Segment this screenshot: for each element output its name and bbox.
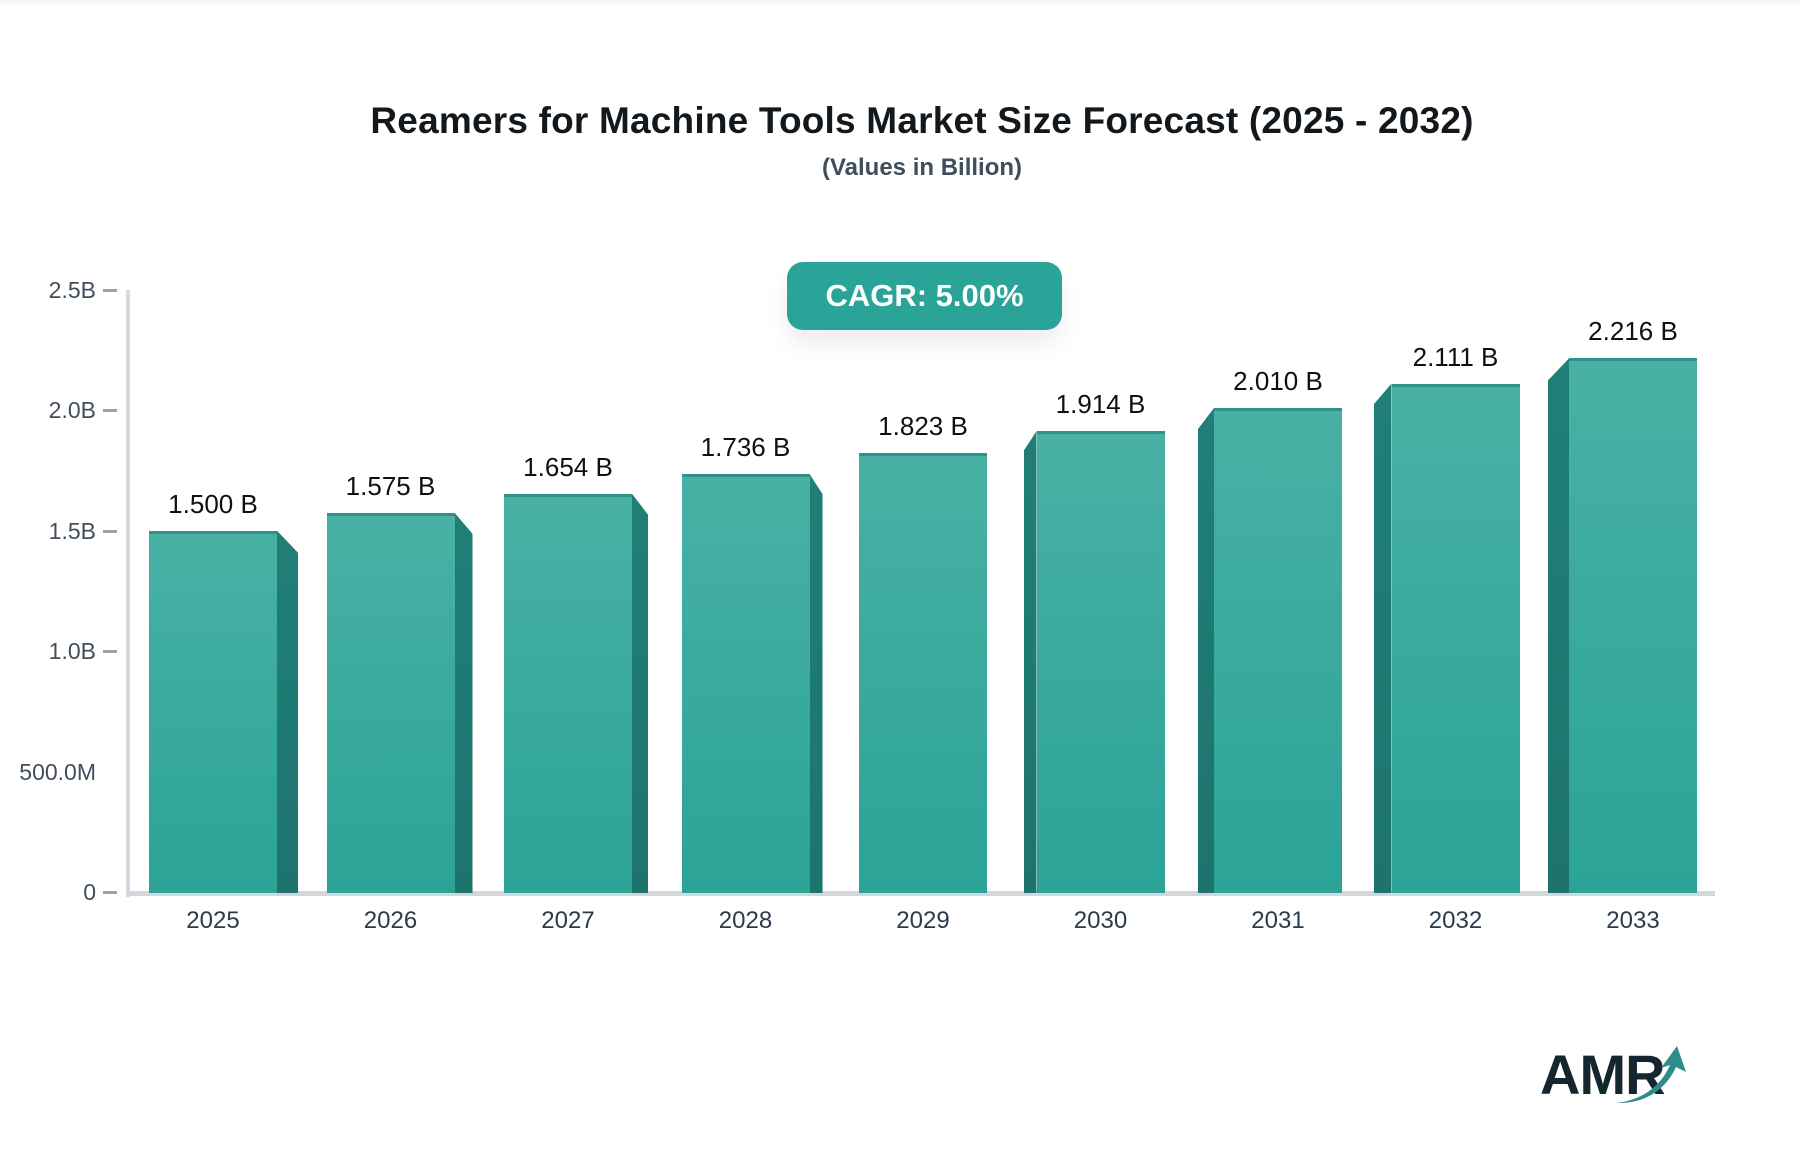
bar-chart-plot-area: 0 500.0M 1.0B 1.5B 2.0B 2.5B 1.500 B 2025 1.575 … [0, 4, 1800, 1156]
bar-2033 [1569, 358, 1697, 893]
bar-side-face [1198, 407, 1214, 893]
y-axis-tick-label: 500.0M [19, 758, 96, 785]
x-axis-label: 2030 [1073, 907, 1128, 934]
growth-arrow-icon [1616, 1046, 1686, 1104]
chart-subtitle: (Values in Billion) [821, 154, 1023, 181]
bar-value-label: 1.500 B [168, 488, 258, 519]
y-axis-tick-mark [103, 529, 117, 533]
x-axis-label: 2026 [363, 907, 418, 934]
bar-2031 [1214, 407, 1342, 893]
bar-2027 [504, 493, 632, 893]
bar-value-label: 1.654 B [523, 451, 613, 482]
x-axis-label: 2031 [1251, 907, 1305, 934]
x-axis-label: 2029 [896, 907, 950, 934]
bar-value-label: 2.010 B [1233, 365, 1323, 396]
y-axis-tick-mark [103, 891, 117, 894]
bar-2026 [326, 512, 455, 893]
bar-side-face [1373, 383, 1392, 893]
bar-2030 [1036, 431, 1165, 893]
bar-2032 [1391, 383, 1520, 893]
y-axis-tick-label: 0 [83, 879, 96, 905]
x-axis-label: 2027 [541, 907, 595, 934]
y-axis-tick-label: 2.5B [48, 277, 96, 303]
bar-value-label: 1.823 B [878, 411, 968, 442]
bar-value-label: 1.575 B [345, 470, 436, 501]
bar-value-label: 2.111 B [1412, 341, 1499, 372]
bar-value-label: 1.736 B [700, 431, 791, 462]
chart-title: Reamers for Machine Tools Market Size Fo… [370, 100, 1474, 141]
y-axis-tick-mark [103, 409, 117, 413]
bar-side-face [454, 512, 473, 893]
bar-value-label: 1.914 B [1055, 389, 1146, 420]
bar-2028 [681, 473, 810, 893]
x-axis-line [126, 891, 1715, 896]
y-axis-tick-mark [103, 289, 117, 292]
bar-2029 [859, 453, 987, 893]
y-axis-tick-label: 1.5B [48, 517, 96, 544]
amr-logo: AMR [1540, 1042, 1740, 1122]
bar-value-label: 2.216 B [1588, 316, 1678, 347]
bar-side-face [1023, 431, 1037, 893]
x-axis-label: 2032 [1428, 907, 1483, 934]
y-axis-line [126, 290, 130, 897]
x-axis-label: 2033 [1606, 907, 1660, 934]
bar-2025 [149, 530, 277, 893]
bar-side-face [277, 530, 298, 893]
y-axis-tick-mark [103, 650, 117, 654]
x-axis-label: 2028 [718, 907, 773, 934]
cagr-badge: CAGR: 5.00% [787, 262, 1062, 330]
bar-side-face [632, 493, 648, 893]
x-axis-label: 2025 [186, 907, 240, 934]
y-axis-tick-label: 1.0B [48, 638, 96, 665]
bar-side-face [1548, 358, 1569, 893]
y-axis-tick-label: 2.0B [48, 397, 96, 424]
bar-side-face [809, 473, 823, 893]
